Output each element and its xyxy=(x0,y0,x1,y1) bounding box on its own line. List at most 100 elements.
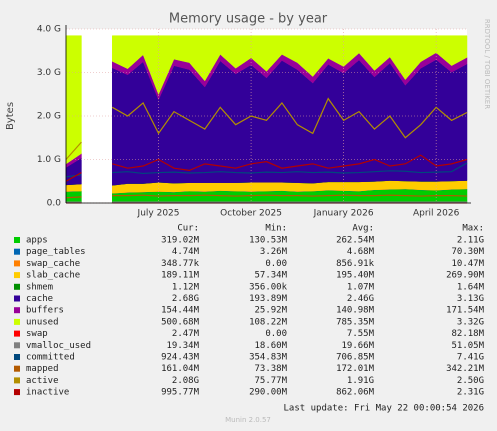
legend-name: page_tables xyxy=(26,247,86,257)
legend-stat: 1.91G xyxy=(347,376,374,386)
x-tick-label: January 2026 xyxy=(313,209,374,219)
legend-swatch xyxy=(14,260,20,267)
legend-stat: 2.68G xyxy=(172,294,199,304)
legend-stat: 785.35M xyxy=(336,317,375,327)
legend-swatch xyxy=(14,342,20,349)
legend-name: apps xyxy=(26,236,48,246)
legend-name: shmem xyxy=(26,282,53,292)
legend-header: Avg: xyxy=(352,224,374,234)
legend-swatch xyxy=(14,295,20,302)
legend-stat: 140.98M xyxy=(336,306,375,316)
series-line xyxy=(112,162,468,175)
legend-stat: 1.12M xyxy=(172,282,200,292)
legend-stat: 130.53M xyxy=(249,236,288,246)
legend-stat: 862.06M xyxy=(336,388,375,398)
legend-stat: 108.22M xyxy=(249,317,288,327)
legend-stat: 73.38M xyxy=(254,364,287,374)
series-line xyxy=(112,194,468,197)
legend-stat: 2.50G xyxy=(457,376,484,386)
series-line xyxy=(111,97,468,139)
legend-stat: 2.46G xyxy=(347,294,374,304)
legend-stat: 4.74M xyxy=(172,247,200,257)
last-update: Last update: Fri May 22 00:00:54 2026 xyxy=(284,404,484,414)
legend-stat: 1.64M xyxy=(457,282,485,292)
legend-stat: 171.54M xyxy=(446,306,485,316)
legend-swatch xyxy=(14,365,20,372)
legend-name: unused xyxy=(26,317,59,327)
stacked-area xyxy=(112,35,468,96)
legend-swatch xyxy=(14,272,20,279)
legend-stat: 3.26M xyxy=(260,247,288,257)
legend-stat: 2.47M xyxy=(172,329,200,339)
legend-stat: 75.77M xyxy=(254,376,287,386)
y-tick-label: 0.0 xyxy=(47,199,62,209)
legend-name: committed xyxy=(26,353,75,363)
legend-stat: 82.18M xyxy=(451,329,484,339)
legend-stat: 10.47M xyxy=(451,259,484,269)
legend-header: Cur: xyxy=(177,224,199,234)
legend-swatch xyxy=(14,330,20,337)
legend-stat: 189.11M xyxy=(161,271,200,281)
legend-stat: 25.92M xyxy=(254,306,287,316)
x-tick-label: October 2025 xyxy=(220,209,282,219)
series-line xyxy=(65,174,82,178)
series-line xyxy=(65,196,82,199)
y-tick-label: 4.0 G xyxy=(37,25,61,35)
legend-stat: 348.77k xyxy=(161,259,200,269)
legend-stat: 18.60M xyxy=(254,341,287,351)
legend-swatch xyxy=(14,389,20,396)
legend-stat: 2.11G xyxy=(457,236,484,246)
legend-name: swap_cache xyxy=(26,259,80,269)
legend-stat: 19.66M xyxy=(341,341,374,351)
legend-stat: 262.54M xyxy=(336,236,375,246)
legend-name: vmalloc_used xyxy=(26,341,91,351)
chart-title: Memory usage - by year xyxy=(169,12,328,27)
legend-stat: 706.85M xyxy=(336,353,375,363)
legend-swatch xyxy=(14,237,20,243)
legend-stat: 356.00k xyxy=(249,282,288,292)
legend-header: Min: xyxy=(265,224,287,234)
series-line xyxy=(65,172,82,182)
legend-swatch xyxy=(14,307,20,314)
legend-stat: 319.02M xyxy=(161,236,200,246)
legend-stat: 342.21M xyxy=(446,364,485,374)
legend-swatch xyxy=(14,318,20,325)
y-tick-label: 2.0 G xyxy=(37,112,61,122)
legend-stat: 19.34M xyxy=(166,341,199,351)
legend-name: active xyxy=(26,376,59,386)
legend-stat: 354.83M xyxy=(249,353,288,363)
legend-stat: 172.01M xyxy=(336,364,375,374)
legend-name: inactive xyxy=(26,388,69,398)
legend-stat: 195.40M xyxy=(336,271,375,281)
series-line xyxy=(112,154,468,171)
legend-stat: 856.91k xyxy=(336,259,375,269)
legend-stat: 1.07M xyxy=(347,282,375,292)
legend-name: cache xyxy=(26,294,53,304)
x-tick-label: April 2026 xyxy=(413,209,460,219)
legend-header: Max: xyxy=(462,224,484,234)
legend-name: slab_cache xyxy=(26,271,80,281)
legend-stat: 290.00M xyxy=(249,388,288,398)
y-tick-label: 3.0 G xyxy=(37,68,61,78)
legend-stat: 924.43M xyxy=(161,353,200,363)
legend-stat: 70.30M xyxy=(451,247,484,257)
legend-stat: 193.89M xyxy=(249,294,288,304)
series-line xyxy=(65,141,82,160)
legend-stat: 4.68M xyxy=(347,247,375,257)
side-text: RRDTOOL / TOBI OETIKER xyxy=(483,19,491,109)
legend-stat: 57.34M xyxy=(254,271,287,281)
legend-stat: 7.41G xyxy=(457,353,484,363)
legend-stat: 3.13G xyxy=(457,294,484,304)
legend-swatch xyxy=(14,377,20,384)
y-axis-label: Bytes xyxy=(5,102,16,130)
legend-stat: 7.55M xyxy=(347,329,375,339)
legend-stat: 0.00 xyxy=(265,259,287,269)
legend-swatch xyxy=(14,283,20,290)
legend-name: swap xyxy=(26,329,48,339)
legend-stat: 161.04M xyxy=(161,364,200,374)
legend-stat: 2.31G xyxy=(457,388,484,398)
legend-stat: 51.05M xyxy=(451,341,484,351)
legend-stat: 154.44M xyxy=(161,306,200,316)
legend-stat: 2.08G xyxy=(172,376,199,386)
x-tick-label: July 2025 xyxy=(137,209,180,219)
